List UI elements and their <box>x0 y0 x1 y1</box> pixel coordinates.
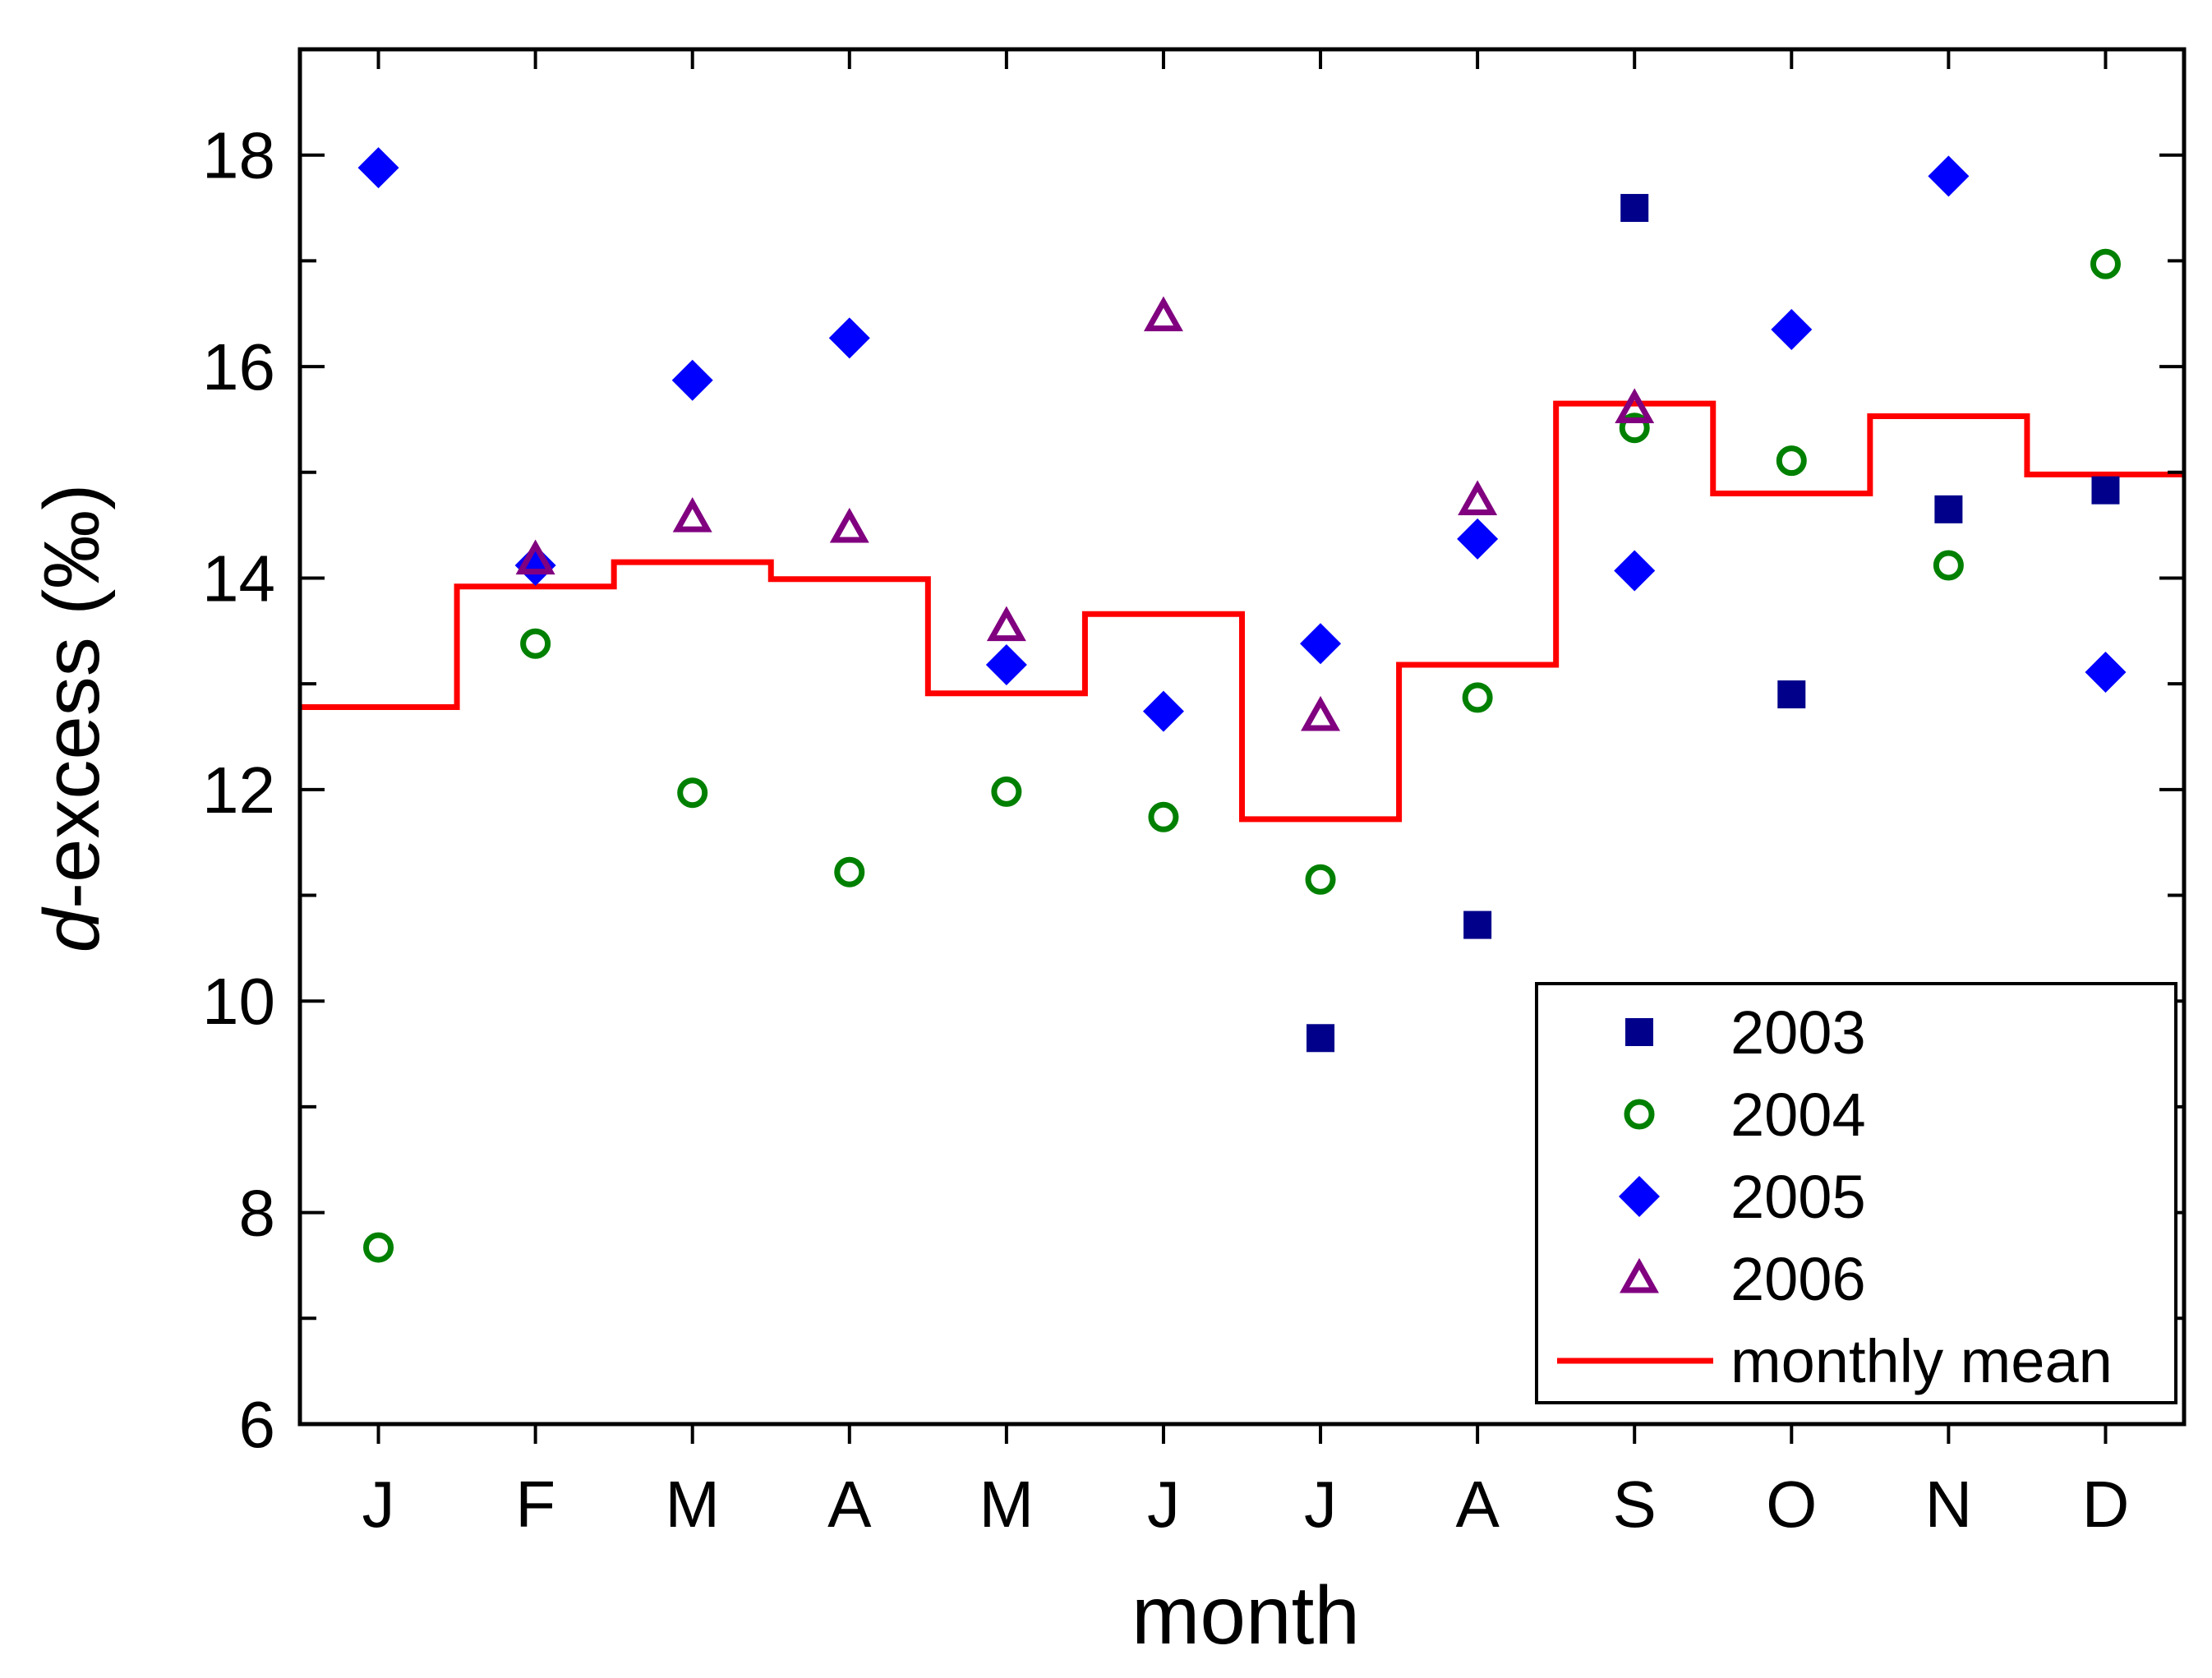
point-2005-J-7 <box>1300 623 1342 665</box>
legend: 2003 2004 2005 2006 monthly mean <box>1535 982 2177 1404</box>
point-2006-A-4 <box>829 507 869 543</box>
legend-symbols <box>1557 1018 1713 1364</box>
point-2005-S-9 <box>1614 550 1656 592</box>
point-2004-N-11 <box>1933 550 1964 581</box>
monthly-mean-line <box>300 400 2184 823</box>
y-tick-label-8: 8 <box>239 1177 276 1250</box>
x-tick-label-9: S <box>1613 1468 1657 1541</box>
point-2005-J-6 <box>1142 690 1184 732</box>
x-tick-label-5: M <box>979 1468 1035 1541</box>
point-2006-J-6 <box>1143 296 1183 332</box>
point-2005-F-2 <box>514 545 556 587</box>
point-2006-M-3 <box>672 496 712 532</box>
point-2004-M-3 <box>677 777 708 809</box>
x-tick-label-10: O <box>1766 1468 1817 1541</box>
point-2003-A-8 <box>1463 910 1492 939</box>
x-tick-label-3: M <box>665 1468 720 1541</box>
point-2004-S-9 <box>1619 413 1650 444</box>
point-2005-J-1 <box>357 147 399 189</box>
legend-label-2006: 2006 <box>1730 1245 1866 1313</box>
y-axis-title-group: d-excess (‰) <box>28 484 116 953</box>
monthly-mean-layer <box>300 400 2184 823</box>
point-2005-N-11 <box>1928 155 1970 197</box>
x-tick-label-2: F <box>515 1468 555 1541</box>
data-points-layer <box>357 147 2127 1263</box>
point-2004-M-5 <box>991 776 1022 807</box>
point-2005-O-10 <box>1771 309 1813 351</box>
x-tick-label-12: D <box>2082 1468 2130 1541</box>
y-tick-label-16: 16 <box>202 330 275 403</box>
point-2006-J-7 <box>1301 695 1341 731</box>
point-2006-S-9 <box>1615 388 1655 424</box>
legend-label-monthly-mean: monthly mean <box>1730 1327 2113 1395</box>
plot-frame <box>297 47 2187 1427</box>
legend-label-2003: 2003 <box>1730 998 1866 1067</box>
legend-label-2004: 2004 <box>1730 1081 1866 1149</box>
y-tick-label-10: 10 <box>202 965 275 1038</box>
point-2004-O-10 <box>1776 445 1807 477</box>
y-tick-label-12: 12 <box>202 754 275 827</box>
point-2004-F-2 <box>520 628 551 659</box>
x-axis-title: month <box>1131 1570 1360 1662</box>
legend-symbol-2003 <box>1625 1018 1653 1046</box>
point-2003-O-10 <box>1777 680 1806 709</box>
legend-label-2005: 2005 <box>1730 1163 1866 1231</box>
point-2006-A-8 <box>1458 480 1498 516</box>
point-2006-M-5 <box>986 606 1026 642</box>
y-axis-title-rest: -excess (‰) <box>28 484 116 909</box>
y-tick-label-6: 6 <box>239 1388 276 1461</box>
point-2005-D-12 <box>2085 651 2127 693</box>
point-2004-J-7 <box>1305 864 1336 895</box>
point-2006-F-2 <box>515 539 555 575</box>
point-2004-J-6 <box>1148 801 1179 832</box>
point-2004-A-4 <box>834 856 865 887</box>
point-2004-D-12 <box>2090 248 2121 279</box>
point-2005-A-8 <box>1457 518 1499 560</box>
y-tick-label-18: 18 <box>202 119 275 192</box>
y-tick-label-14: 14 <box>202 542 275 615</box>
point-2003-S-9 <box>1620 194 1649 223</box>
legend-symbol-2006 <box>1620 1257 1659 1293</box>
point-2005-M-3 <box>671 359 713 401</box>
x-tick-label-8: A <box>1455 1468 1500 1541</box>
tick-labels-layer: 6 8 10 12 14 16 18 J F M A M J J A S O N D <box>202 119 2129 1541</box>
point-2003-N-11 <box>1934 495 1963 523</box>
x-tick-label-1: J <box>362 1468 395 1541</box>
point-2004-J-1 <box>363 1232 394 1263</box>
point-2005-M-5 <box>985 643 1027 685</box>
axes-layer <box>297 47 2187 1444</box>
point-2003-D-12 <box>2091 476 2120 505</box>
x-tick-label-11: N <box>1924 1468 1972 1541</box>
x-tick-label-7: J <box>1304 1468 1337 1541</box>
point-2004-A-8 <box>1462 682 1493 713</box>
legend-symbol-2005 <box>1619 1176 1660 1217</box>
y-axis-title-italic: d <box>28 906 116 952</box>
y-axis-title: d-excess (‰) <box>28 484 116 953</box>
point-2005-A-4 <box>828 317 870 359</box>
x-tick-label-6: J <box>1147 1468 1180 1541</box>
x-tick-label-4: A <box>827 1468 872 1541</box>
legend-symbol-2004 <box>1624 1099 1655 1130</box>
point-2003-J-7 <box>1306 1024 1335 1053</box>
